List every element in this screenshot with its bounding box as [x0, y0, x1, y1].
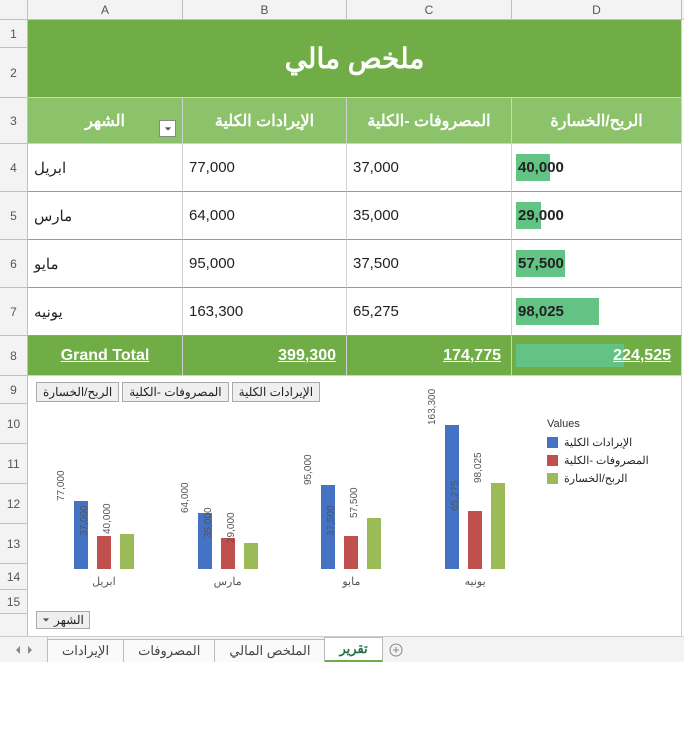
- chart-bar: 40,000: [120, 534, 134, 569]
- row-headers: 123456789101112131415: [0, 20, 28, 662]
- grand-total-databar: [516, 344, 624, 367]
- rev-cell[interactable]: 163,300: [183, 288, 347, 336]
- sheet-tabs: تقريرالملخص الماليالمصروفاتالإيرادات: [48, 637, 383, 662]
- row-header-11[interactable]: 11: [0, 444, 27, 484]
- spreadsheet: A B C D 123456789101112131415 ملخص مالي …: [0, 0, 684, 662]
- chart-category-label: ابريل: [92, 575, 116, 588]
- pivot-chart[interactable]: الربح/الخسارةالمصروفات -الكليةالإيرادات …: [28, 376, 682, 638]
- pivot-field-buttons: الربح/الخسارةالمصروفات -الكليةالإيرادات …: [36, 382, 673, 402]
- row-header-15[interactable]: 15: [0, 590, 27, 614]
- pl-cell[interactable]: 98,025: [512, 288, 682, 336]
- chart-axis-field-button[interactable]: الشهر: [36, 611, 90, 629]
- row-header-13[interactable]: 13: [0, 524, 27, 564]
- pl-cell[interactable]: 57,500: [512, 240, 682, 288]
- chart-group: 95,00037,50057,500مايو: [296, 409, 406, 588]
- header-month[interactable]: الشهر: [28, 98, 183, 144]
- sheet-tab[interactable]: المصروفات: [123, 639, 215, 662]
- row-header-5[interactable]: 5: [0, 192, 27, 240]
- row-header-3[interactable]: 3: [0, 98, 27, 144]
- grid: ملخص مالي الشهر الإيرادات الكلية المصروف…: [28, 20, 683, 662]
- report-title: ملخص مالي: [28, 20, 682, 98]
- header-revenue: الإيرادات الكلية: [183, 98, 347, 144]
- chart-bar: 29,000: [244, 543, 258, 569]
- chart-bar: 37,500: [344, 536, 358, 569]
- pivot-field-button[interactable]: الإيرادات الكلية: [232, 382, 320, 402]
- sheet-tab[interactable]: تقرير: [324, 637, 382, 662]
- row-header-9[interactable]: 9: [0, 376, 27, 404]
- sheet-tab-bar: تقريرالملخص الماليالمصروفاتالإيرادات: [0, 636, 684, 662]
- grand-total-label: Grand Total: [28, 336, 183, 376]
- sheet-tab[interactable]: الإيرادات: [47, 639, 124, 662]
- chart-bar: 65,275: [468, 511, 482, 569]
- select-all-corner[interactable]: [0, 0, 28, 19]
- chart-bar: 98,025: [491, 483, 505, 569]
- tab-nav-buttons[interactable]: [0, 637, 48, 662]
- row-header-8[interactable]: 8: [0, 336, 27, 376]
- rev-cell[interactable]: 95,000: [183, 240, 347, 288]
- chart-category-label: مايو: [342, 575, 360, 588]
- col-header-B[interactable]: B: [183, 0, 347, 19]
- row-header-14[interactable]: 14: [0, 564, 27, 590]
- month-cell[interactable]: مايو: [28, 240, 183, 288]
- chart-group: 64,00035,00029,000مارس: [173, 409, 283, 588]
- pl-cell[interactable]: 29,000: [512, 192, 682, 240]
- row-header-4[interactable]: 4: [0, 144, 27, 192]
- legend-item: الإيرادات الكلية: [547, 436, 669, 449]
- legend-item: المصروفات -الكلية: [547, 454, 669, 467]
- row-header-12[interactable]: 12: [0, 484, 27, 524]
- row-header-10[interactable]: 10: [0, 404, 27, 444]
- exp-cell[interactable]: 65,275: [347, 288, 512, 336]
- chart-group: 163,30065,27598,025يونيه: [420, 409, 530, 588]
- chart-legend: Valuesالإيرادات الكليةالمصروفات -الكليةا…: [543, 408, 673, 588]
- row-header-7[interactable]: 7: [0, 288, 27, 336]
- month-cell[interactable]: ابريل: [28, 144, 183, 192]
- header-month-label: الشهر: [85, 111, 125, 131]
- column-header-row: A B C D: [0, 0, 684, 20]
- chart-category-label: مارس: [214, 575, 242, 588]
- exp-cell[interactable]: 35,000: [347, 192, 512, 240]
- pivot-field-button[interactable]: المصروفات -الكلية: [122, 382, 228, 402]
- exp-cell[interactable]: 37,500: [347, 240, 512, 288]
- row-header-6[interactable]: 6: [0, 240, 27, 288]
- col-header-D[interactable]: D: [512, 0, 682, 19]
- chart-bar: 37,000: [97, 536, 111, 569]
- grand-total-pl: 224,525: [512, 336, 682, 376]
- chart-category-label: يونيه: [465, 575, 486, 588]
- chart-bar: 57,500: [367, 518, 381, 569]
- pl-cell[interactable]: 40,000: [512, 144, 682, 192]
- header-expense: المصروفات -الكلية: [347, 98, 512, 144]
- chart-plot-area: 77,00037,00040,000ابريل64,00035,00029,00…: [36, 408, 543, 588]
- rev-cell[interactable]: 64,000: [183, 192, 347, 240]
- new-sheet-button[interactable]: [383, 637, 409, 662]
- col-header-C[interactable]: C: [347, 0, 512, 19]
- exp-cell[interactable]: 37,000: [347, 144, 512, 192]
- month-cell[interactable]: مارس: [28, 192, 183, 240]
- filter-dropdown-icon[interactable]: [159, 120, 176, 137]
- pivot-field-button[interactable]: الربح/الخسارة: [36, 382, 119, 402]
- col-header-A[interactable]: A: [28, 0, 183, 19]
- rev-cell[interactable]: 77,000: [183, 144, 347, 192]
- sheet-tab[interactable]: الملخص المالي: [214, 639, 325, 662]
- month-cell[interactable]: يونيه: [28, 288, 183, 336]
- header-profitloss: الربح/الخسارة: [512, 98, 682, 144]
- legend-item: الربح/الخسارة: [547, 472, 669, 485]
- grand-total-exp: 174,775: [347, 336, 512, 376]
- row-header-2[interactable]: 2: [0, 48, 27, 98]
- grand-total-rev: 399,300: [183, 336, 347, 376]
- chart-group: 77,00037,00040,000ابريل: [49, 409, 159, 588]
- row-header-1[interactable]: 1: [0, 20, 27, 48]
